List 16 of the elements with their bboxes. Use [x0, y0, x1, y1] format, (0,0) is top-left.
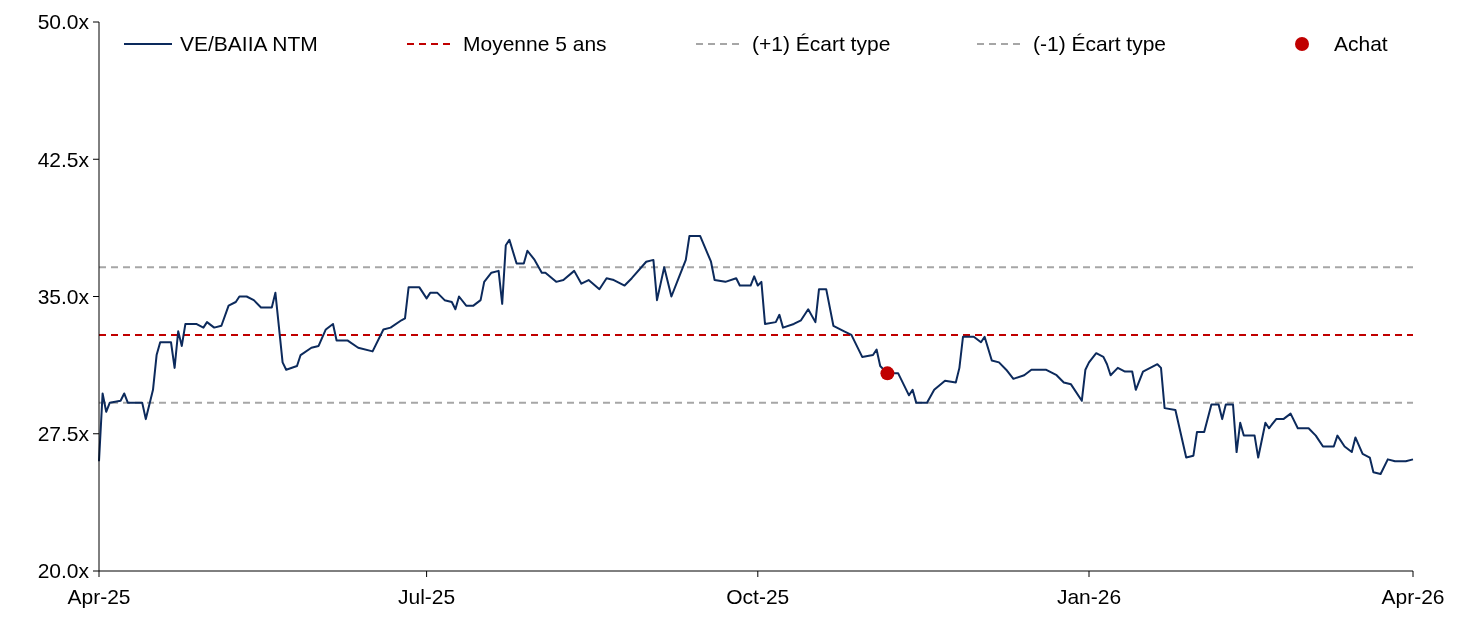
y-tick-label: 20.0x: [37, 559, 90, 583]
x-tick-label: Apr-26: [1381, 585, 1445, 608]
legend-label: Moyenne 5 ans: [463, 32, 607, 56]
legend-label: Achat: [1334, 32, 1388, 56]
x-tick-label: Jan-26: [1056, 585, 1122, 608]
line-series: [98, 235, 1414, 476]
legend-label: (+1) Écart type: [752, 32, 891, 56]
y-tick-label: 27.5x: [37, 422, 90, 446]
x-tick-label: Oct-25: [726, 585, 790, 608]
x-tick-label: Apr-25: [67, 585, 131, 608]
legend-label: VE/BAIIA NTM: [180, 32, 318, 56]
x-tick-label: Jul-25: [398, 585, 456, 608]
y-tick-label: 35.0x: [37, 284, 90, 308]
y-tick-label: 50.0x: [37, 10, 90, 34]
y-tick-label: 42.5x: [37, 147, 90, 171]
legend-label: (-1) Écart type: [1033, 32, 1167, 56]
